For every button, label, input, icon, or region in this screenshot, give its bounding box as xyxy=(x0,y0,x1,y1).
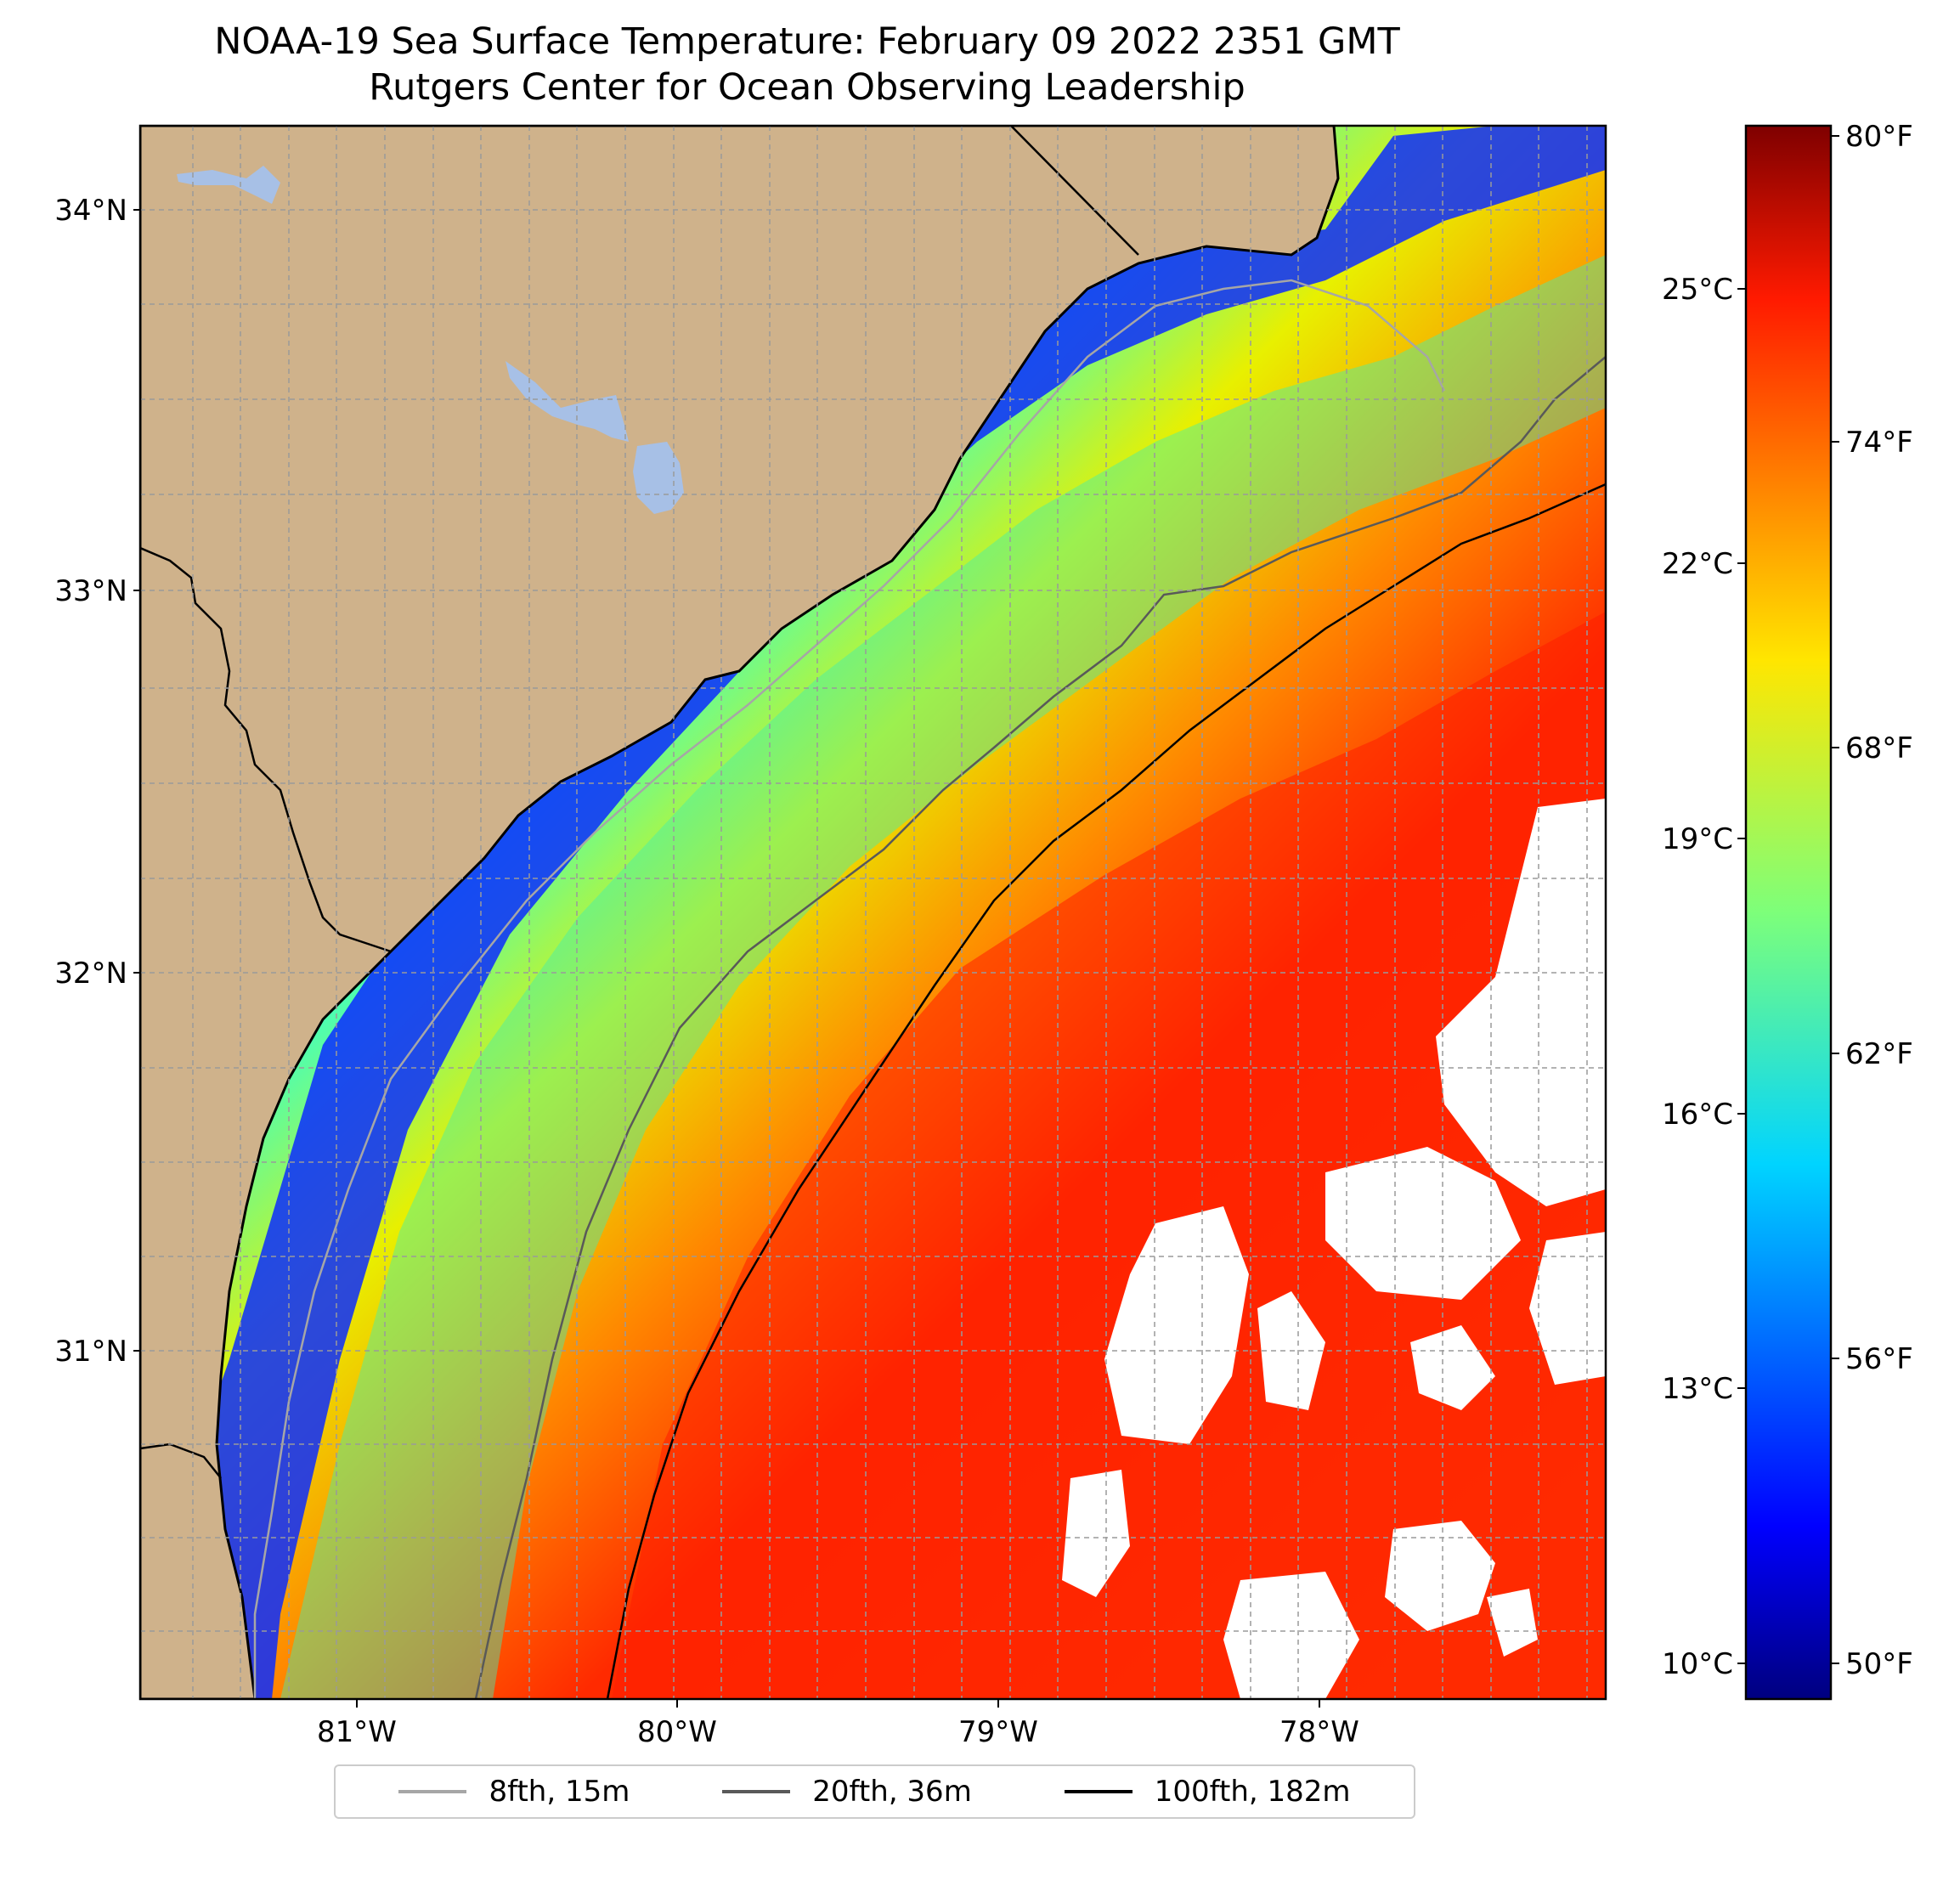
lon-label-81: 81°W xyxy=(317,1715,397,1749)
legend-label: 20fth, 36m xyxy=(812,1775,972,1809)
fahrenheit-label: 80°F xyxy=(1845,120,1913,154)
celsius-labels: 25°C 22°C 19°C 16°C 13°C 10°C xyxy=(1662,273,1733,1681)
land-coastline xyxy=(140,126,1340,1699)
celsius-label: 25°C xyxy=(1662,273,1733,307)
lat-label-34: 34°N xyxy=(54,194,127,228)
colorbar xyxy=(1744,124,1833,1701)
lon-label-79: 79°W xyxy=(958,1715,1038,1749)
legend-label: 8fth, 15m xyxy=(489,1775,630,1809)
title-line-2: Rutgers Center for Ocean Observing Leade… xyxy=(369,66,1245,109)
legend-item-20fth: 20fth, 36m xyxy=(722,1775,972,1809)
contour-20fth xyxy=(474,356,1606,1699)
lakes xyxy=(177,166,684,514)
celsius-label: 13°C xyxy=(1662,1372,1733,1406)
fahrenheit-label: 68°F xyxy=(1845,731,1913,765)
contour-100fth xyxy=(606,483,1606,1699)
celsius-label: 19°C xyxy=(1662,822,1733,856)
fahrenheit-label: 50°F xyxy=(1845,1647,1913,1681)
gridlines xyxy=(140,126,1606,1699)
celsius-label: 16°C xyxy=(1662,1098,1733,1132)
contour-8fth xyxy=(253,279,1446,1699)
fahrenheit-label: 62°F xyxy=(1845,1037,1913,1071)
contour-legend: 8fth, 15m 20fth, 36m 100fth, 182m xyxy=(334,1764,1415,1819)
axis-ticks xyxy=(133,209,1320,1708)
gulf-stream-core xyxy=(612,612,1606,1699)
fahrenheit-label: 74°F xyxy=(1845,426,1913,460)
map-frame xyxy=(138,124,1607,1701)
legend-swatch xyxy=(1064,1790,1133,1793)
chart-title: NOAA-19 Sea Surface Temperature: Februar… xyxy=(0,19,1614,110)
legend-label: 100fth, 182m xyxy=(1154,1775,1351,1809)
bathymetry-contours xyxy=(253,279,1606,1699)
legend-swatch xyxy=(398,1790,467,1793)
fahrenheit-label: 56°F xyxy=(1845,1342,1913,1376)
lat-label-31: 31°N xyxy=(54,1335,127,1369)
colorbar-ticks xyxy=(1737,135,1839,1664)
lon-label-80: 80°W xyxy=(637,1715,717,1749)
legend-item-100fth: 100fth, 182m xyxy=(1064,1775,1351,1809)
mid-shelf-water xyxy=(280,255,1606,1699)
state-boundaries xyxy=(140,126,1139,1479)
lat-label-32: 32°N xyxy=(54,957,127,991)
legend-swatch xyxy=(722,1790,791,1793)
map-area xyxy=(140,126,1606,1699)
lon-label-78: 78°W xyxy=(1279,1715,1359,1749)
legend-item-8fth: 8fth, 15m xyxy=(398,1775,630,1809)
celsius-label: 10°C xyxy=(1662,1647,1733,1681)
celsius-label: 22°C xyxy=(1662,547,1733,581)
lat-label-33: 33°N xyxy=(54,574,127,608)
fahrenheit-labels: 80°F 74°F 68°F 62°F 56°F 50°F xyxy=(1845,120,1913,1681)
title-line-1: NOAA-19 Sea Surface Temperature: Februar… xyxy=(214,20,1400,63)
